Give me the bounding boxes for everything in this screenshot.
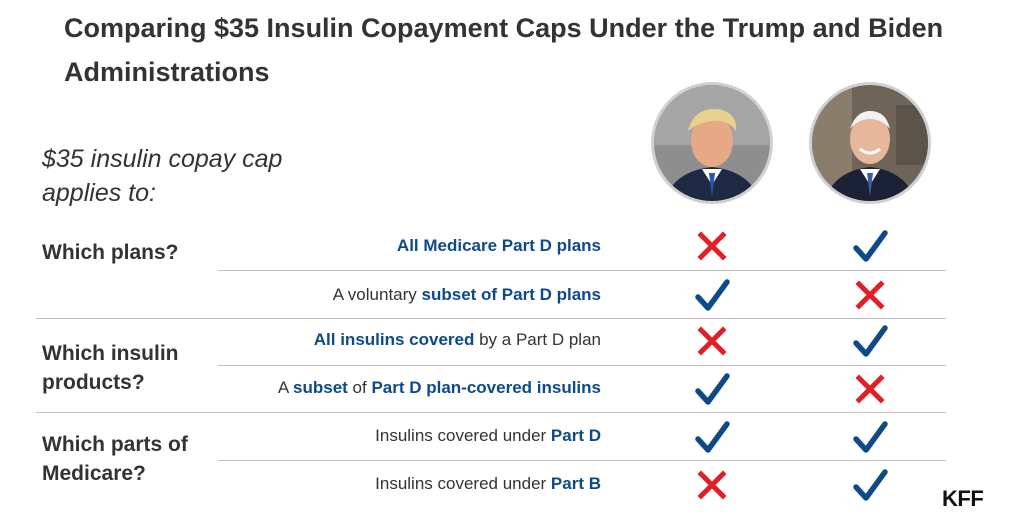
group-divider <box>36 318 946 319</box>
cross-icon <box>850 275 890 315</box>
group-divider <box>36 412 946 413</box>
cross-icon <box>850 369 890 409</box>
cross-icon <box>692 321 732 361</box>
row-label-all-part-d-plans: All Medicare Part D plans <box>396 236 601 255</box>
trump-portrait <box>651 82 773 204</box>
group-label-plans: Which plans? <box>42 241 179 264</box>
row-label-subset-insulins: A subset of Part D plan-covered insulins <box>277 378 601 397</box>
row-divider <box>218 460 946 461</box>
group-label-insulin-products: Which insulin products? <box>42 342 179 394</box>
row-divider <box>218 270 946 271</box>
check-icon <box>692 417 732 457</box>
row-label-part-b-insulins: Insulins covered under Part B <box>375 474 601 493</box>
check-icon <box>850 226 890 266</box>
row-label-subset-part-d-plans: A voluntary subset of Part D plans <box>332 285 601 304</box>
biden-portrait <box>809 82 931 204</box>
check-icon <box>850 321 890 361</box>
group-label-medicare-parts: Which parts of Medicare? <box>42 433 188 485</box>
check-icon <box>850 417 890 457</box>
row-label-part-d-insulins: Insulins covered under Part D <box>375 426 601 445</box>
check-icon <box>692 369 732 409</box>
kff-logo: KFF <box>942 486 984 511</box>
check-icon <box>850 465 890 505</box>
check-icon <box>692 275 732 315</box>
row-divider <box>218 365 946 366</box>
row-label-all-insulins: All insulins covered by a Part D plan <box>313 330 601 349</box>
cross-icon <box>692 226 732 266</box>
table-subtitle: $35 insulin copay cap applies to: <box>42 145 283 207</box>
cross-icon <box>692 465 732 505</box>
page-title: Comparing $35 Insulin Copayment Caps Und… <box>64 13 944 87</box>
